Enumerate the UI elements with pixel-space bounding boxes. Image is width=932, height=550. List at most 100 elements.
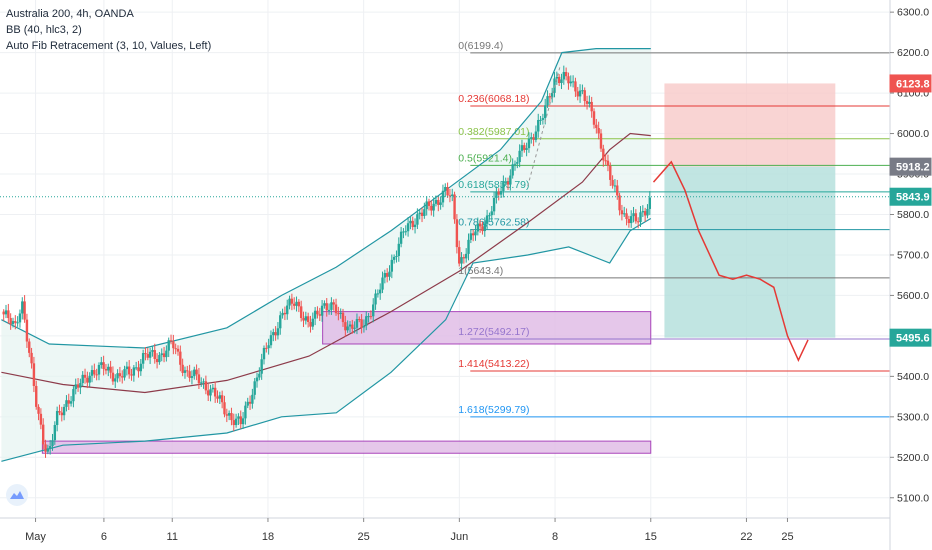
- candle-body: [518, 150, 521, 163]
- candle-body: [483, 223, 486, 232]
- candle-body: [232, 420, 235, 426]
- candle-body: [504, 181, 507, 183]
- candle-body: [478, 223, 482, 227]
- y-tick-label: 5300.0: [897, 411, 929, 423]
- candle-body: [25, 319, 29, 342]
- candle-body: [362, 325, 366, 328]
- candle-body: [320, 305, 324, 316]
- candle-body: [11, 321, 15, 325]
- price-label-text: 6123.8: [896, 78, 930, 90]
- candle-body: [602, 148, 605, 161]
- candle-body: [174, 348, 177, 350]
- candle-body: [444, 186, 447, 191]
- candle-body: [516, 162, 519, 164]
- candle-body: [286, 305, 289, 315]
- tradingview-logo-icon[interactable]: [6, 484, 28, 506]
- candle-body: [279, 315, 282, 329]
- candle-body: [495, 191, 498, 198]
- candle-body: [16, 322, 19, 324]
- candle-body: [95, 374, 98, 376]
- candle-body: [525, 148, 528, 150]
- candle-body: [262, 347, 266, 360]
- candle-body: [148, 351, 152, 358]
- candle-body: [202, 381, 205, 383]
- candle-body: [334, 304, 338, 314]
- candle-body: [581, 90, 584, 92]
- candle-body: [197, 374, 201, 384]
- candle-body: [474, 231, 477, 236]
- fib-level-label: 0(6199.4): [458, 40, 503, 52]
- candle-body: [97, 364, 101, 375]
- x-tick-label: 15: [645, 531, 657, 543]
- candle-body: [183, 370, 187, 373]
- candle-body: [332, 302, 335, 305]
- candle-body: [158, 355, 161, 363]
- candle-body: [369, 316, 373, 318]
- candle-body: [397, 243, 400, 256]
- candle-body: [399, 231, 403, 244]
- x-tick-label: May: [25, 531, 46, 543]
- candle-body: [65, 400, 68, 407]
- candle-body: [555, 76, 559, 79]
- candle-body: [200, 382, 203, 384]
- candle-body: [451, 194, 454, 197]
- candle-body: [620, 210, 624, 215]
- candle-body: [448, 195, 452, 197]
- x-tick-label: 11: [167, 531, 178, 543]
- price-label-badge: [889, 328, 932, 347]
- candle-body: [9, 318, 12, 325]
- candle-body: [618, 195, 621, 211]
- candle-body: [160, 353, 163, 356]
- candle-body: [297, 301, 301, 307]
- candle-body: [60, 412, 63, 416]
- candle-body: [557, 76, 561, 84]
- fib-level-label: 1.272(5492.17): [458, 326, 529, 338]
- candle-body: [123, 369, 126, 378]
- candle-body: [121, 376, 124, 378]
- candle-body: [86, 377, 89, 383]
- candle-body: [485, 215, 489, 224]
- candle-body: [116, 373, 119, 379]
- candle-body: [295, 301, 298, 306]
- candle-body: [604, 160, 607, 162]
- candle-body: [220, 395, 224, 403]
- candle-body: [195, 369, 198, 375]
- x-tick-label: 25: [358, 531, 370, 543]
- candle-body: [223, 402, 226, 415]
- candle-body: [216, 396, 219, 399]
- candle-body: [532, 137, 535, 140]
- y-tick-label: 5800.0: [897, 209, 929, 221]
- candle-body: [492, 197, 496, 212]
- candle-body: [390, 259, 394, 272]
- candle-body: [476, 223, 480, 232]
- candle-body: [630, 216, 633, 224]
- candle-body: [560, 79, 563, 84]
- candle-body: [376, 293, 380, 295]
- candle-body: [7, 310, 10, 319]
- candle-body: [109, 366, 112, 373]
- candle-body: [167, 340, 170, 351]
- candle-body: [455, 219, 459, 248]
- candle-body: [248, 401, 252, 404]
- candle-body: [234, 418, 238, 426]
- candle-body: [21, 301, 24, 314]
- candle-body: [127, 366, 131, 375]
- candle-body: [590, 101, 593, 112]
- fib-indicator-label: Auto Fib Retracement (3, 10, Values, Lef…: [6, 40, 212, 52]
- candle-body: [325, 303, 328, 311]
- price-label-text: 5495.6: [896, 333, 930, 345]
- fib-level-label: 0.382(5987.01): [458, 126, 529, 138]
- candle-body: [274, 332, 277, 336]
- candle-body: [420, 212, 424, 216]
- candle-body: [353, 327, 356, 329]
- candle-body: [490, 211, 493, 216]
- candle-body: [237, 416, 240, 419]
- candle-body: [392, 256, 396, 260]
- candle-body: [146, 354, 149, 358]
- candle-body: [265, 347, 268, 349]
- candle-body: [14, 321, 17, 323]
- fib-level-label: 0.618(5855.79): [458, 179, 529, 191]
- candle-body: [636, 221, 640, 223]
- candle-body: [23, 301, 26, 320]
